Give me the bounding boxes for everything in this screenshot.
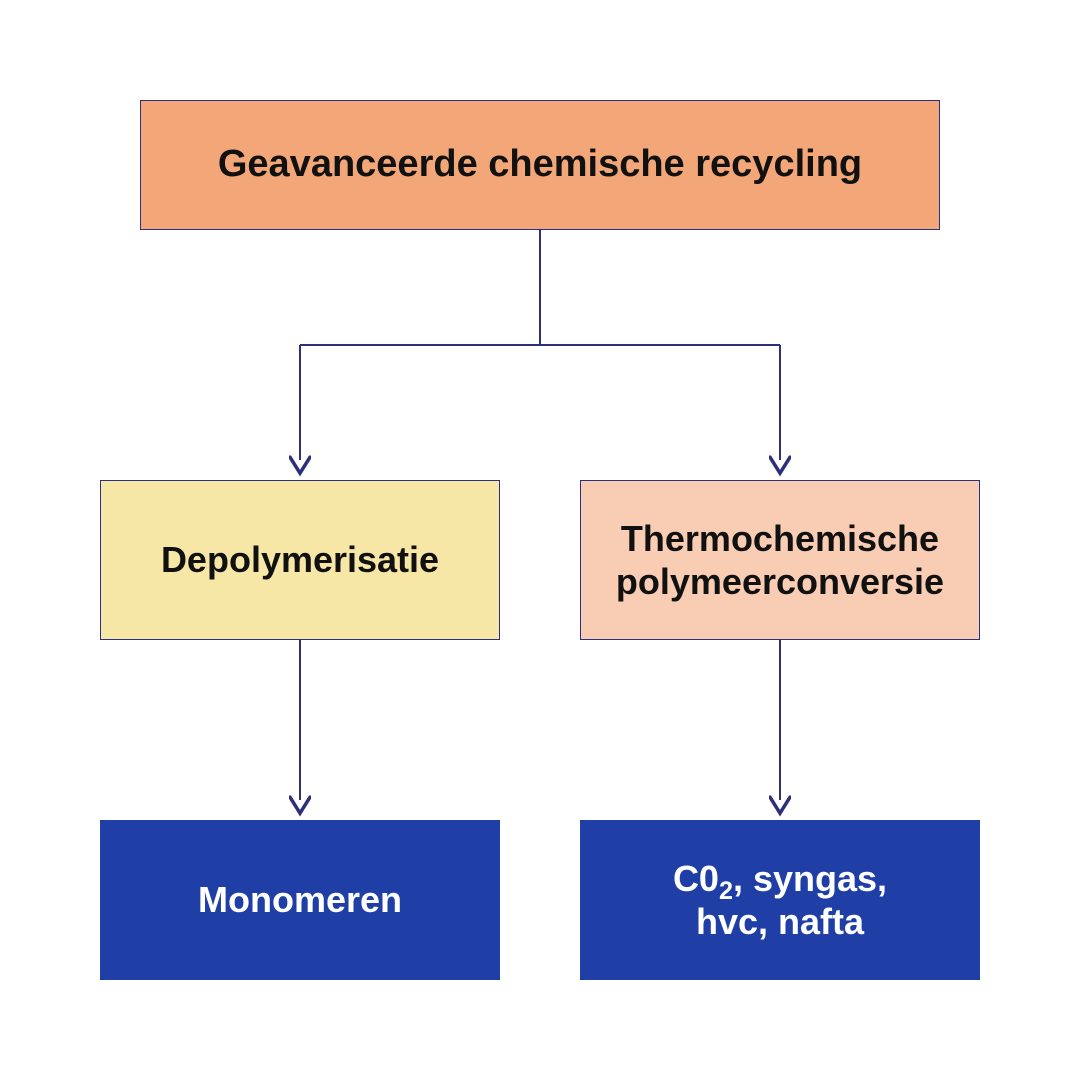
node-monomeren: Monomeren xyxy=(100,820,500,980)
node-label-thermo: Thermochemischepolymeerconversie xyxy=(616,517,944,603)
node-thermo: Thermochemischepolymeerconversie xyxy=(580,480,980,640)
node-root: Geavanceerde chemische recycling xyxy=(140,100,940,230)
node-label-monomeren: Monomeren xyxy=(198,878,402,921)
node-label-root: Geavanceerde chemische recycling xyxy=(218,142,862,188)
node-depoly: Depolymerisatie xyxy=(100,480,500,640)
node-outputs: C02, syngas,hvc, nafta xyxy=(580,820,980,980)
flowchart-canvas: Geavanceerde chemische recycling Depolyme… xyxy=(0,0,1080,1080)
node-label-depoly: Depolymerisatie xyxy=(161,538,439,581)
node-label-outputs: C02, syngas,hvc, nafta xyxy=(673,857,887,943)
